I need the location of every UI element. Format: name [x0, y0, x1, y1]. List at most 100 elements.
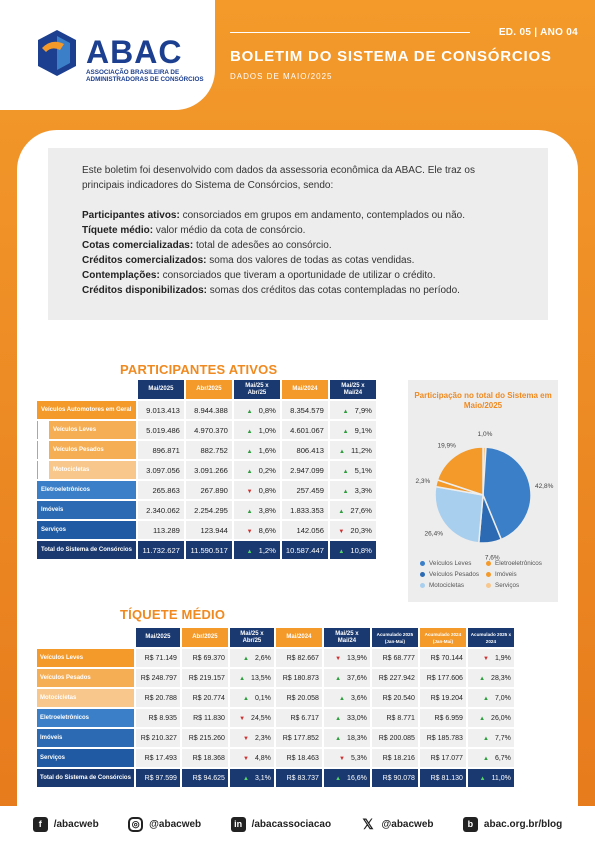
value-cell: 2.340.062 — [137, 501, 184, 519]
column-header: Abr/2025 — [185, 380, 232, 399]
delta-value: 3,8% — [258, 505, 276, 515]
table-row: Motocicletas 3.097.056 3.091.266 ▲ 0,2% 2.947… — [37, 461, 376, 479]
delta-value: 6,7% — [494, 754, 511, 762]
definitions-list: Participantes ativos: consorciados em gr… — [82, 208, 514, 298]
legend-item: Eletroeletrônicos — [486, 560, 552, 567]
value-cell: R$ 18.216 — [371, 749, 418, 767]
arrow-up-icon: ▲ — [242, 775, 249, 782]
delta-cell: ▲ 2,6% — [229, 649, 274, 667]
x-handle: @abacweb — [381, 818, 434, 830]
definition-term: Créditos disponibilizados: — [82, 285, 208, 296]
legend-label: Eletroeletrônicos — [495, 560, 542, 567]
delta-value: 11,2% — [350, 445, 372, 455]
linkedin-icon: in — [230, 816, 246, 832]
value-cell: R$ 6.959 — [419, 709, 466, 727]
definition-term: Contemplações: — [82, 270, 160, 281]
facebook-link[interactable]: f/abacweb — [32, 816, 99, 832]
delta-value: 37,6% — [347, 674, 367, 682]
arrow-up-icon: ▲ — [246, 448, 253, 455]
bulletin-date: DADOS DE MAIO/2025 — [230, 72, 333, 81]
definition-item: Cotas comercializadas: total de adesões … — [82, 238, 514, 253]
value-cell: R$ 83.737 — [275, 769, 322, 787]
delta-value: 1,0% — [258, 425, 276, 435]
facebook-icon: f — [32, 816, 48, 832]
table-row: Imóveis 2.340.062 2.254.295 ▲ 3,8% 1.833.353 ▲… — [37, 501, 376, 519]
value-cell: R$ 18.368 — [181, 749, 228, 767]
column-header: Mai/2025 — [137, 380, 184, 399]
legend-label: Motocicletas — [429, 582, 464, 589]
definition-item: Créditos disponibilizados: somas dos cré… — [82, 283, 514, 298]
legend-item: Serviços — [486, 582, 552, 589]
delta-cell: ▲ 7,7% — [467, 729, 514, 747]
delta-value: 28,3% — [491, 674, 511, 682]
slice-label: 7,6% — [485, 554, 500, 561]
value-cell: 11.732.627 — [137, 541, 184, 559]
instagram-icon: ◎ — [128, 816, 144, 832]
delta-cell: ▲ 1,0% — [233, 421, 280, 439]
arrow-up-icon: ▲ — [342, 468, 349, 475]
row-label: Imóveis — [37, 729, 134, 747]
delta-value: 20,3% — [350, 525, 372, 535]
column-header: Mai/25 x Mai/24 — [323, 628, 370, 647]
row-label: Eletroeletrônicos — [37, 709, 134, 727]
value-cell: R$ 8.771 — [371, 709, 418, 727]
delta-cell: ▲ 7,0% — [467, 689, 514, 707]
x-icon: 𝕏 — [360, 815, 376, 832]
legend-dot-icon — [420, 561, 425, 566]
blog-link[interactable]: b abac.org.br/blog — [462, 816, 562, 832]
row-label: Imóveis — [37, 501, 136, 519]
delta-value: 18,3% — [347, 734, 367, 742]
delta-value: 7,7% — [494, 734, 511, 742]
delta-value: 3,6% — [350, 694, 367, 702]
delta-value: 1,9% — [494, 654, 511, 662]
definition-text: soma dos valores de todas as cotas vendi… — [206, 255, 415, 266]
arrow-up-icon: ▲ — [479, 675, 486, 682]
footer: f/abacweb ◎ @abacweb in/abacassociacao 𝕏 @… — [0, 806, 595, 842]
arrow-down-icon: ▼ — [482, 655, 489, 662]
value-cell: 8.354.579 — [281, 401, 328, 419]
column-header: Mai/2024 — [275, 628, 322, 647]
table-row: Eletroeletrônicos R$ 8.935 R$ 11.830 ▼ 24,5%… — [37, 709, 514, 727]
participantes-table: Mai/2025 Abr/2025 Mai/25 x Abr/25 Mai/2024 M… — [35, 378, 378, 561]
x-link[interactable]: 𝕏 @abacweb — [360, 815, 434, 832]
pie-chart-box: Participação no total do Sistema em Maio… — [408, 380, 558, 602]
header-divider — [230, 32, 470, 33]
table-row: Veículos Automotores em Geral 9.013.413 8.… — [37, 401, 376, 419]
value-cell: 5.019.486 — [137, 421, 184, 439]
legend-item: Motocicletas — [420, 582, 486, 589]
delta-value: 9,1% — [354, 425, 372, 435]
column-header: Acumulado 2025 x 2024 — [467, 628, 514, 647]
table-row: Imóveis R$ 210.327 R$ 215.260 ▼ 2,3% R$ 177.8… — [37, 729, 514, 747]
linkedin-link[interactable]: in/abacassociacao — [230, 816, 331, 832]
definition-term: Cotas comercializadas: — [82, 240, 194, 251]
delta-value: 5,1% — [354, 465, 372, 475]
slice-label: 26,4% — [425, 531, 444, 538]
delta-cell: ▲ 0,1% — [229, 689, 274, 707]
definition-text: somas dos créditos das cotas contemplada… — [207, 285, 460, 296]
arrow-up-icon: ▲ — [482, 735, 489, 742]
delta-cell: ▲ 11,0% — [467, 769, 514, 787]
value-cell: R$ 94.625 — [181, 769, 228, 787]
delta-cell: ▲ 7,9% — [329, 401, 376, 419]
delta-cell: ▼ 1,9% — [467, 649, 514, 667]
delta-value: 24,5% — [251, 714, 271, 722]
delta-cell: ▲ 3,6% — [323, 689, 370, 707]
delta-value: 1,2% — [258, 545, 276, 555]
delta-value: 11,0% — [491, 774, 511, 782]
delta-value: 3,1% — [254, 774, 271, 782]
value-cell: R$ 180.873 — [275, 669, 322, 687]
value-cell: 3.091.266 — [185, 461, 232, 479]
table-row: Veículos Leves 5.019.486 4.970.370 ▲ 1,0% 4.6… — [37, 421, 376, 439]
delta-cell: ▼ 4,8% — [229, 749, 274, 767]
arrow-up-icon: ▲ — [335, 735, 342, 742]
arrow-up-icon: ▲ — [335, 775, 342, 782]
delta-value: 0,1% — [254, 694, 271, 702]
value-cell: R$ 200.085 — [371, 729, 418, 747]
arrow-down-icon: ▼ — [239, 715, 246, 722]
indent-spacer — [37, 441, 47, 459]
delta-value: 5,3% — [350, 754, 367, 762]
instagram-link[interactable]: ◎ @abacweb — [128, 816, 201, 832]
arrow-down-icon: ▼ — [335, 655, 342, 662]
value-cell: 11.590.517 — [185, 541, 232, 559]
bulletin-title: BOLETIM DO SISTEMA DE CONSÓRCIOS — [230, 48, 552, 65]
